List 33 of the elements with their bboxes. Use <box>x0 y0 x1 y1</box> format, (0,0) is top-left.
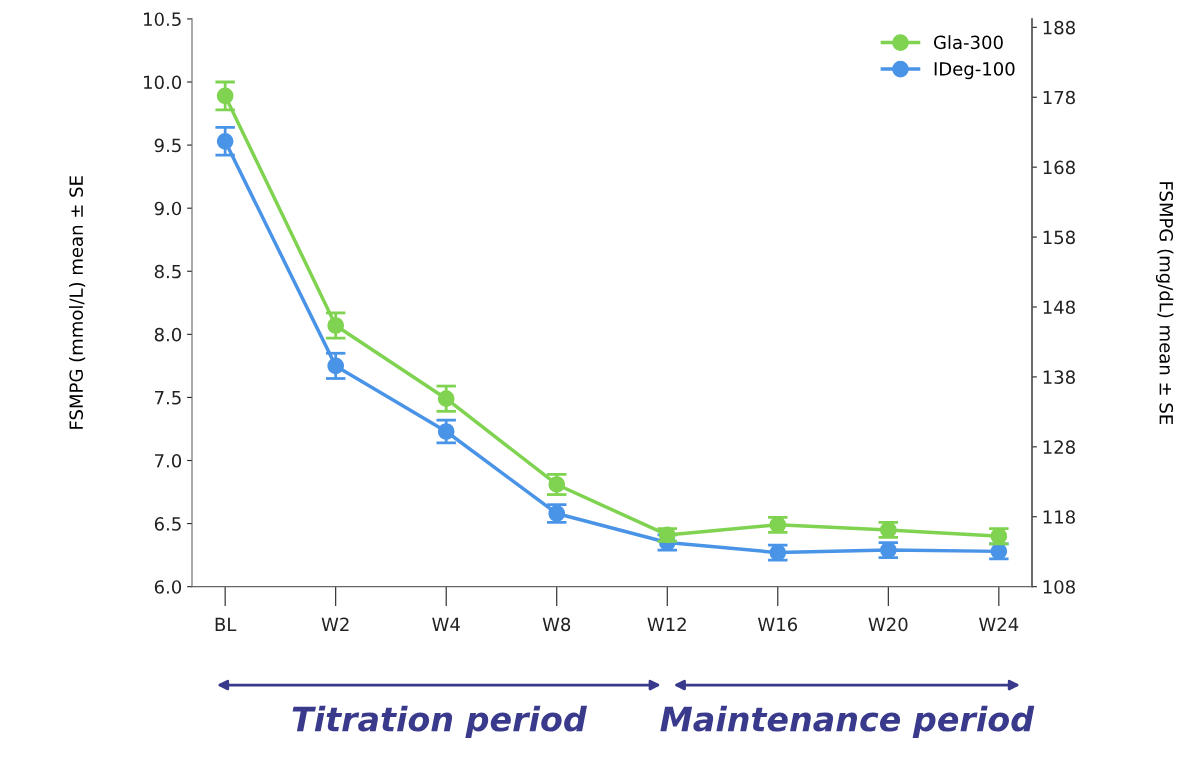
x-tick-label: W8 <box>542 617 571 632</box>
legend-label: Gla-300 <box>933 35 1003 50</box>
legend-label: IDeg-100 <box>934 62 1015 80</box>
y2-tick-label: 138 <box>1043 370 1075 385</box>
x-tick-label: BL <box>215 617 237 631</box>
y-tick-label: 10.5 <box>144 12 181 27</box>
y2-tick-label: 188 <box>1043 20 1075 35</box>
y2-tick-label: 128 <box>1043 440 1075 454</box>
y-tick-label: 8.0 <box>154 327 182 342</box>
x-tick-label: W16 <box>757 617 798 632</box>
y-tick-label: 7.0 <box>155 453 182 468</box>
y2-tick-label: 158 <box>1043 230 1075 245</box>
x-tick-label: W12 <box>647 617 686 631</box>
y-axis-title: FSMPG (mmol/L) mean ± SE <box>69 176 86 429</box>
y2-tick-label: 108 <box>1043 580 1075 594</box>
y-tick-label: 7.5 <box>155 391 181 405</box>
y-tick-label: 6.0 <box>154 580 182 594</box>
y2-tick-label: 168 <box>1043 160 1075 175</box>
x-tick-label: W2 <box>321 617 349 631</box>
y2-tick-label: 178 <box>1043 90 1075 105</box>
y2-tick-label: 148 <box>1043 300 1075 315</box>
y-tick-label: 10.0 <box>144 75 182 90</box>
text: Maintenance period <box>660 705 1035 739</box>
y2-axis-title: FSMPG (mg/dL) mean ± SE <box>1155 182 1174 425</box>
text: Titration period <box>292 705 588 739</box>
x-tick-label: W20 <box>868 617 908 632</box>
y2-tick-label: 118 <box>1043 510 1075 524</box>
x-tick-label: W24 <box>979 617 1019 631</box>
y-tick-label: 9.5 <box>154 138 181 153</box>
y-tick-label: 6.5 <box>154 517 181 531</box>
y-tick-label: 8.5 <box>154 264 181 279</box>
y-tick-label: 9.0 <box>154 201 182 216</box>
x-tick-label: W4 <box>432 617 460 631</box>
